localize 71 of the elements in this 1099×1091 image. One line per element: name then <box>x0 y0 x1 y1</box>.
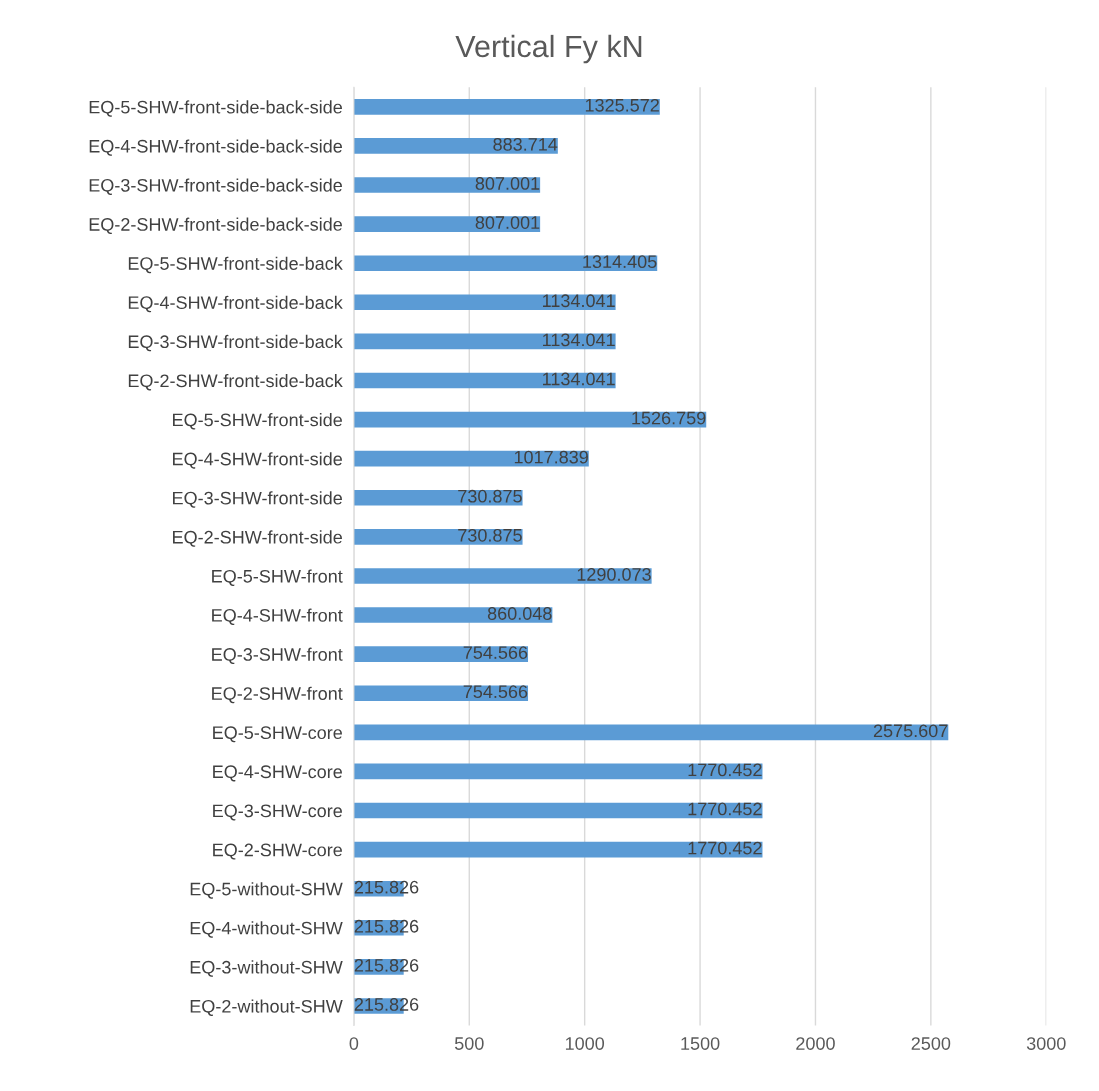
y-tick-label: EQ-2-SHW-front-side <box>173 530 342 547</box>
bar <box>353 372 616 389</box>
bar <box>353 294 616 311</box>
x-tick-label: 1000 <box>565 1037 605 1050</box>
data-label: 754.566 <box>463 685 528 699</box>
bar <box>353 489 523 506</box>
bar <box>353 646 529 662</box>
data-label: 1770.452 <box>688 802 762 816</box>
data-label: 1017.839 <box>514 450 588 464</box>
bar <box>353 138 558 154</box>
bar <box>353 607 553 623</box>
data-label: 730.875 <box>458 489 522 503</box>
bar <box>353 568 652 584</box>
x-tick-label: 2000 <box>796 1037 835 1050</box>
bar <box>353 763 763 780</box>
y-tick-label: EQ-5-without-SHW <box>190 882 343 899</box>
data-label: 730.875 <box>458 528 522 542</box>
bar <box>353 411 707 428</box>
y-tick-label: EQ-3-SHW-front-side <box>173 491 342 508</box>
bar <box>353 724 949 741</box>
x-tick-label: 500 <box>454 1037 484 1050</box>
data-label: 807.001 <box>475 216 540 229</box>
y-tick-label: EQ-5-SHW-front <box>212 569 343 586</box>
y-tick-label: EQ-4-without-SHW <box>190 921 343 938</box>
data-label: 754.566 <box>463 646 528 659</box>
y-tick-label: EQ-3-SHW-front-side-back-side <box>89 178 342 195</box>
y-tick-label: EQ-3-without-SHW <box>190 960 343 977</box>
chart-title: Vertical Fy kN <box>455 34 642 64</box>
y-tick-label: EQ-5-SHW-front-side-back <box>128 256 343 274</box>
data-label: 1314.405 <box>583 255 657 269</box>
x-tick-label: 0 <box>349 1037 359 1050</box>
bar <box>353 841 763 858</box>
y-tick-label: EQ-4-SHW-front-side <box>173 452 342 469</box>
y-tick-label: EQ-3-SHW-core <box>213 804 342 821</box>
y-tick-label: EQ-2-SHW-core <box>213 843 342 860</box>
x-tick-label: 3000 <box>1026 1037 1066 1050</box>
data-label: 860.048 <box>487 607 552 620</box>
data-label: 1770.452 <box>688 841 762 855</box>
y-tick-label: EQ-2-without-SHW <box>190 999 343 1016</box>
bar <box>353 802 763 819</box>
data-label: 1325.572 <box>585 98 659 112</box>
y-tick-label: EQ-4-SHW-front-side-back-side <box>89 139 342 156</box>
y-tick-label: EQ-4-SHW-core <box>213 765 342 782</box>
y-tick-label: EQ-3-SHW-front-side-back <box>128 334 343 352</box>
bar <box>353 99 660 115</box>
x-tick-label: 2500 <box>911 1037 951 1050</box>
y-tick-label: EQ-2-SHW-front-side-back <box>128 373 343 391</box>
y-tick-label: EQ-4-SHW-front <box>212 608 343 625</box>
data-label: 1770.452 <box>688 763 762 777</box>
data-label: 1134.041 <box>543 372 615 386</box>
bar <box>353 685 529 702</box>
bar <box>353 333 616 350</box>
data-label: 883.714 <box>493 137 558 151</box>
bar <box>353 177 541 193</box>
x-tick-label: 1500 <box>681 1037 720 1050</box>
data-label: 1134.041 <box>543 294 615 308</box>
bar <box>353 529 523 545</box>
y-tick-label: EQ-5-SHW-front-side <box>173 413 342 430</box>
data-label: 807.001 <box>475 177 540 190</box>
y-tick-label: EQ-5-SHW-core <box>213 726 342 743</box>
data-label: 1134.041 <box>543 333 615 347</box>
bar <box>353 255 658 272</box>
y-tick-label: EQ-2-SHW-front <box>212 686 343 704</box>
y-tick-label: EQ-3-SHW-front <box>212 647 343 665</box>
data-label: 1526.759 <box>632 411 706 425</box>
y-tick-label: EQ-5-SHW-front-side-back-side <box>89 100 342 117</box>
y-tick-label: EQ-2-SHW-front-side-back-side <box>89 217 342 235</box>
bar <box>353 216 541 232</box>
y-tick-label: EQ-4-SHW-front-side-back <box>128 295 343 313</box>
data-label: 2575.607 <box>873 724 948 738</box>
data-label: 1290.073 <box>577 568 651 581</box>
